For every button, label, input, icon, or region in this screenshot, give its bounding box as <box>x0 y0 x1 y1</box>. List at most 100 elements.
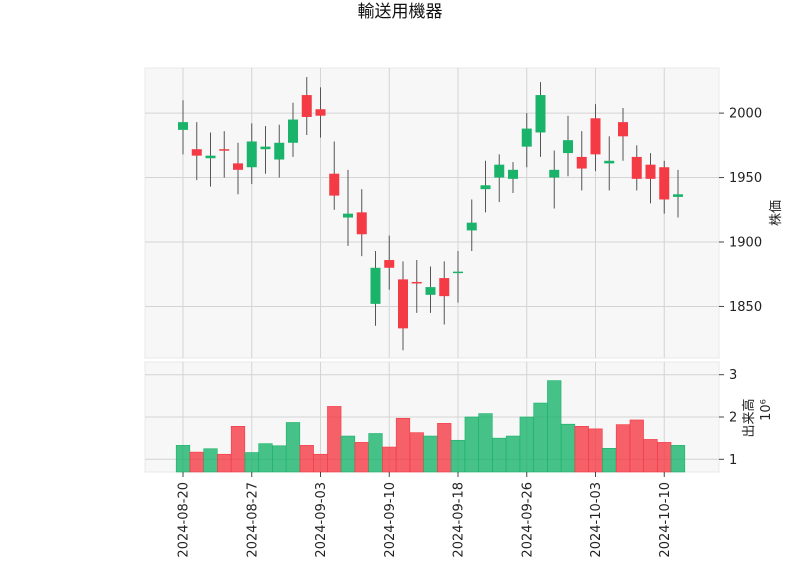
volume-bar <box>574 426 589 473</box>
date-tick-label: 2024-09-10 <box>383 482 398 558</box>
price-axis-label: 株価 <box>769 200 784 226</box>
volume-bar <box>189 451 204 473</box>
candle-body <box>356 212 367 235</box>
volume-tick-label: 3 <box>729 368 737 383</box>
volume-bar <box>217 453 232 473</box>
candle-body <box>659 167 670 200</box>
candle-body <box>370 267 381 304</box>
candle-body <box>343 213 353 218</box>
volume-tick-label: 2 <box>729 411 737 426</box>
candle-body <box>604 160 615 164</box>
candle-body <box>288 119 298 143</box>
candle-body <box>191 149 202 156</box>
volume-bar <box>313 453 328 473</box>
volume-bar <box>560 423 576 473</box>
volume-bar <box>643 439 658 473</box>
candle-body <box>576 156 587 169</box>
volume-bar <box>327 406 342 473</box>
candles <box>178 77 683 351</box>
candle-body <box>535 95 546 133</box>
volume-bar <box>629 419 644 473</box>
candle-body <box>453 271 463 274</box>
volume-bar <box>437 423 452 473</box>
volume-bar <box>244 452 259 473</box>
candle-body <box>384 260 395 268</box>
date-tick-label: 2024-09-26 <box>520 482 535 558</box>
volume-bar <box>175 445 191 473</box>
candle-body <box>466 222 477 231</box>
date-tick-label: 2024-09-03 <box>314 482 329 558</box>
volume-bar <box>450 439 466 473</box>
candle-body <box>508 169 518 179</box>
candle-body <box>549 169 560 178</box>
candle-body <box>411 281 422 284</box>
volume-bar <box>354 442 369 473</box>
volume-bar <box>395 417 411 473</box>
volume-bars <box>175 380 686 473</box>
volume-bar <box>230 426 246 473</box>
candle-body <box>233 163 243 170</box>
candle-body <box>315 109 326 116</box>
volume-bar <box>258 443 273 473</box>
date-tick-label: 2024-09-18 <box>452 482 467 558</box>
candle-body <box>246 141 257 168</box>
date-axis-ticks: 2024-08-20 2024-08-27 2024-09-03 2024-09-10… <box>177 472 673 558</box>
volume-bar <box>547 380 562 473</box>
candle-body <box>521 128 532 147</box>
volume-bar <box>409 432 424 473</box>
volume-tick-label: 1 <box>729 453 737 468</box>
price-axis-ticks: 1850 1900 1950 2000 <box>719 107 762 315</box>
price-tick-label: 1950 <box>729 171 762 186</box>
price-tick-label: 1900 <box>729 236 762 251</box>
candle-body <box>260 146 271 150</box>
volume-bar <box>657 442 672 473</box>
volume-bar <box>272 445 287 473</box>
price-tick-label: 2000 <box>729 107 762 122</box>
volume-axis-label: 出来高 <box>741 398 757 437</box>
volume-bar <box>382 446 397 473</box>
volume-bar <box>519 416 534 473</box>
date-tick-label: 2024-08-20 <box>177 482 192 558</box>
date-tick-label: 2024-10-03 <box>589 482 604 558</box>
candle-body <box>205 155 216 159</box>
candle-body <box>178 122 188 130</box>
volume-axis-ticks: 1 2 3 <box>719 368 737 468</box>
volume-multiplier-label: 10⁶ <box>759 399 774 421</box>
candle-body <box>301 95 312 117</box>
volume-bar <box>368 433 383 473</box>
candle-body <box>645 164 656 179</box>
price-panel-background <box>144 67 720 359</box>
candle-body <box>439 278 450 297</box>
volume-bar <box>533 402 548 473</box>
volume-bar <box>299 445 314 473</box>
volume-bar <box>285 422 301 473</box>
candle-body <box>425 287 436 295</box>
candle-body <box>673 194 683 197</box>
candle-body <box>618 122 628 137</box>
volume-bar <box>670 445 686 473</box>
candle-body <box>274 142 285 160</box>
date-tick-label: 2024-08-27 <box>245 482 260 558</box>
candle-body <box>563 140 573 154</box>
candle-body <box>329 173 340 196</box>
volume-bar <box>492 437 507 473</box>
volume-bar <box>615 424 631 473</box>
price-tick-label: 1850 <box>729 300 762 315</box>
volume-bar <box>464 416 479 473</box>
date-tick-label: 2024-10-10 <box>658 482 673 558</box>
volume-bar <box>340 435 356 473</box>
candle-body <box>631 156 642 179</box>
candle-body <box>398 279 408 329</box>
volume-bar <box>602 448 617 473</box>
volume-bar <box>505 435 521 473</box>
candle-body <box>494 164 505 178</box>
volume-bar <box>203 448 218 473</box>
candle-body <box>480 185 491 190</box>
chart-title: 輸送用機器 <box>357 2 443 22</box>
candle-body <box>219 149 230 151</box>
volume-bar <box>478 413 493 473</box>
volume-bar <box>423 435 438 473</box>
candle-body <box>590 118 601 155</box>
